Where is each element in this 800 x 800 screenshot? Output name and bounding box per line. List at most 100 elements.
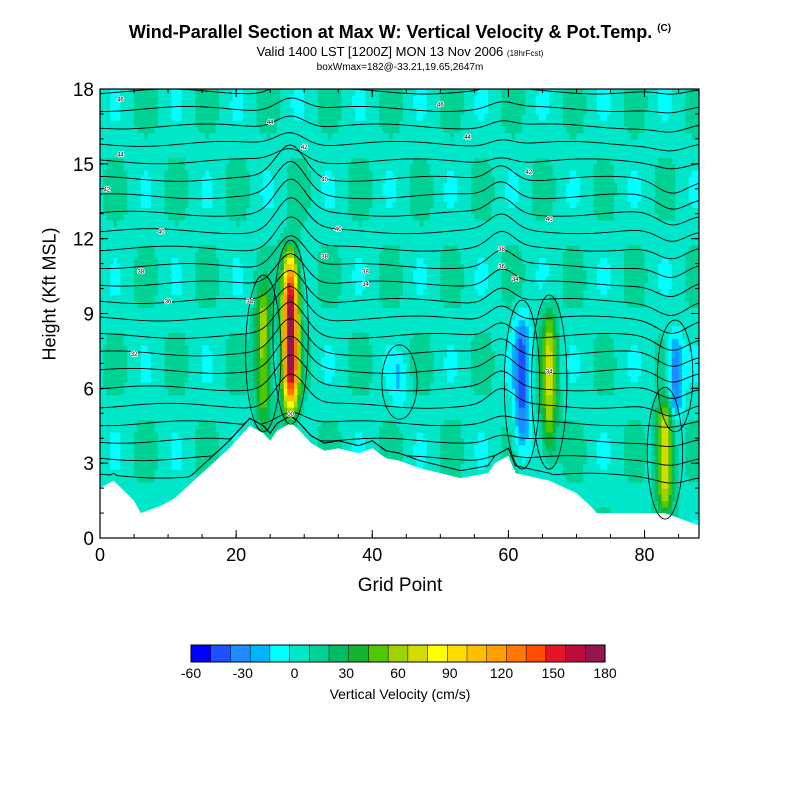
velocity-cell: [127, 413, 132, 421]
velocity-cell: [324, 101, 329, 109]
velocity-cell: [256, 338, 261, 346]
velocity-cell: [202, 344, 207, 352]
velocity-cell: [174, 238, 179, 246]
velocity-cell: [345, 400, 350, 408]
velocity-cell: [215, 188, 220, 196]
velocity-cell: [127, 419, 132, 427]
velocity-cell: [144, 332, 149, 340]
velocity-cell: [372, 425, 377, 433]
velocity-cell: [229, 438, 234, 446]
velocity-cell: [273, 382, 278, 389]
velocity-cell: [174, 138, 179, 146]
velocity-cell: [375, 238, 380, 246]
velocity-cell: [304, 95, 309, 103]
velocity-cell: [212, 419, 217, 427]
velocity-cell: [307, 201, 312, 209]
velocity-cell: [246, 201, 251, 209]
velocity-cell: [161, 294, 166, 302]
velocity-cell: [379, 388, 384, 396]
velocity-cell: [300, 382, 305, 389]
velocity-cell: [178, 469, 183, 477]
velocity-cell: [317, 319, 322, 327]
velocity-cell: [348, 251, 353, 258]
velocity-cell: [351, 207, 356, 215]
velocity-cell: [242, 113, 247, 121]
velocity-cell: [375, 338, 380, 346]
velocity-cell: [314, 132, 319, 140]
velocity-cell: [368, 388, 373, 396]
velocity-cell: [232, 276, 237, 283]
velocity-cell: [328, 207, 333, 215]
velocity-cell: [375, 288, 380, 296]
velocity-cell: [185, 132, 190, 140]
velocity-cell: [293, 89, 298, 96]
velocity-cell: [120, 201, 125, 209]
velocity-cell: [249, 176, 254, 184]
velocity-cell: [242, 257, 247, 265]
velocity-cell: [287, 89, 292, 96]
velocity-cell: [355, 107, 360, 115]
velocity-cell: [113, 219, 118, 227]
velocity-cell: [293, 151, 298, 159]
velocity-cell: [355, 357, 360, 364]
velocity-cell: [324, 113, 329, 121]
velocity-cell: [355, 282, 360, 290]
velocity-cell: [379, 350, 384, 358]
velocity-cell: [362, 276, 367, 283]
velocity-cell: [259, 101, 264, 109]
velocity-cell: [195, 407, 200, 414]
velocity-cell: [134, 407, 139, 414]
velocity-cell: [256, 357, 261, 364]
velocity-cell: [328, 350, 333, 358]
velocity-cell: [242, 120, 247, 128]
velocity-cell: [324, 319, 329, 327]
velocity-cell: [130, 188, 135, 196]
velocity-cell: [185, 238, 190, 246]
velocity-cell: [137, 182, 142, 190]
velocity-cell: [338, 145, 343, 152]
velocity-cell: [362, 238, 367, 246]
velocity-cell: [154, 313, 159, 321]
velocity-cell: [161, 475, 166, 483]
velocity-cell: [222, 357, 227, 364]
velocity-cell: [256, 101, 261, 109]
velocity-cell: [154, 107, 159, 115]
velocity-cell: [311, 226, 316, 234]
velocity-cell: [123, 95, 128, 103]
velocity-cell: [229, 157, 234, 165]
velocity-cell: [164, 456, 169, 464]
velocity-cell: [331, 375, 336, 383]
velocity-cell: [362, 313, 367, 321]
velocity-cell: [287, 369, 292, 377]
velocity-cell: [304, 163, 309, 171]
velocity-cell: [212, 151, 217, 159]
velocity-cell: [191, 126, 196, 134]
velocity-cell: [242, 170, 247, 177]
velocity-cell: [127, 319, 132, 327]
velocity-cell: [198, 244, 203, 252]
velocity-cell: [304, 307, 309, 315]
velocity-cell: [185, 413, 190, 421]
velocity-cell: [154, 288, 159, 296]
velocity-cell: [368, 201, 373, 209]
velocity-cell: [256, 269, 261, 277]
velocity-cell: [249, 301, 254, 308]
velocity-cell: [191, 363, 196, 371]
velocity-cell: [202, 425, 207, 433]
velocity-cell: [110, 313, 115, 321]
velocity-cell: [351, 244, 356, 252]
velocity-cell: [134, 288, 139, 296]
velocity-cell: [287, 244, 292, 252]
velocity-cell: [280, 195, 285, 202]
velocity-cell: [174, 176, 179, 184]
velocity-cell: [100, 413, 105, 421]
velocity-cell: [188, 126, 193, 134]
velocity-cell: [249, 157, 254, 165]
velocity-cell: [195, 269, 200, 277]
velocity-cell: [140, 157, 145, 165]
velocity-cell: [345, 294, 350, 302]
velocity-cell: [324, 431, 329, 439]
velocity-cell: [280, 201, 285, 209]
velocity-cell: [137, 369, 142, 377]
velocity-cell: [157, 138, 162, 146]
